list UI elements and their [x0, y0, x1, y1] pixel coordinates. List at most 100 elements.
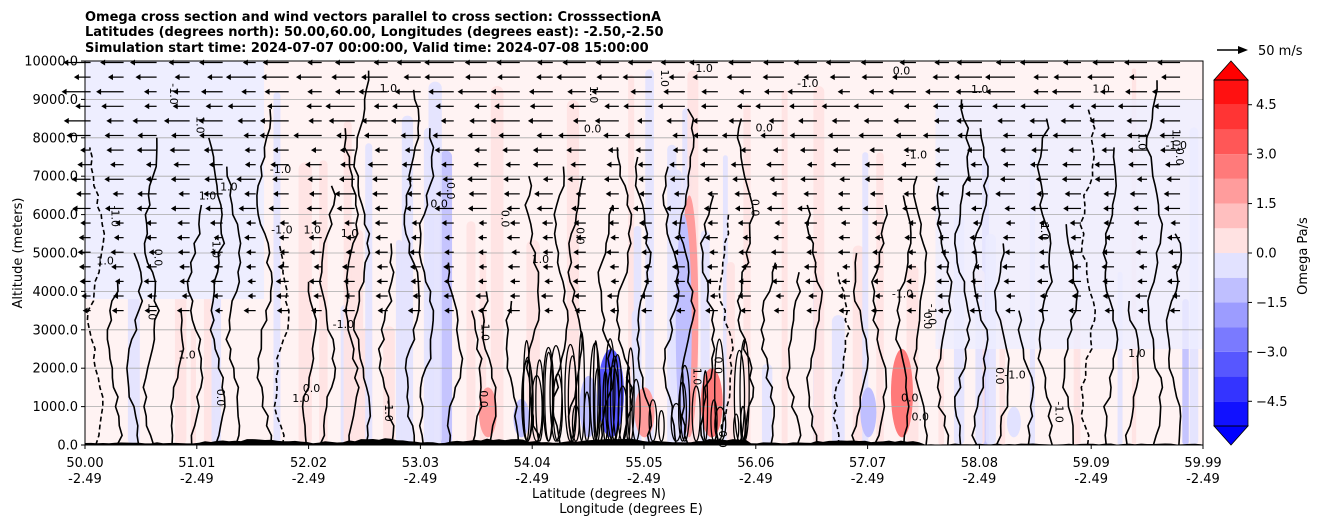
wind-vector-head [178, 190, 184, 197]
wind-vector-head [1127, 147, 1133, 154]
wind-vector-head [973, 293, 979, 300]
wind-vector-head [392, 103, 398, 110]
omega-stripe [781, 90, 788, 445]
wind-vector-head [1138, 263, 1144, 270]
wind-vector-head [663, 88, 669, 95]
contour-label: -1.0 [892, 287, 913, 300]
omega-stripe [365, 143, 373, 446]
colorbar-segment [1214, 80, 1248, 105]
contour-label: 1.0 [341, 227, 359, 240]
contour-label: 1.0 [587, 86, 600, 104]
title-line-2: Latitudes (degrees north): 50.00,60.00, … [85, 25, 664, 40]
wind-vector-head [72, 205, 78, 212]
wind-vector-head [1137, 278, 1143, 285]
colorbar-tick-label: 3.0 [1256, 148, 1277, 163]
omega-region-east [935, 99, 1203, 350]
wind-vector-head [432, 132, 438, 139]
wind-vector-head [771, 190, 777, 197]
wind-vector-head [424, 74, 430, 81]
wind-vector-head [343, 278, 349, 285]
wind-vector-head [177, 220, 183, 227]
wind-vector-head [769, 176, 775, 183]
wind-vector-head [673, 249, 679, 256]
wind-vector-head [638, 176, 644, 183]
wind-vector-head [798, 117, 804, 124]
wind-vector-head [542, 234, 548, 241]
wind-vector-head [1037, 307, 1043, 314]
wind-vector-head [509, 220, 515, 227]
wind-vector-head [259, 132, 265, 139]
wind-vector-head [176, 307, 182, 314]
wind-vector-head [135, 74, 141, 81]
wind-vector-head [502, 147, 508, 154]
wind-vector-head [1167, 278, 1173, 285]
omega-feature [675, 214, 692, 438]
wind-vector-head [334, 190, 340, 197]
omega-stripe [490, 85, 504, 445]
wind-vector-head [861, 74, 867, 81]
wind-vector-head [469, 117, 475, 124]
wind-vector-head [101, 103, 107, 110]
wind-vector-head [1167, 234, 1173, 241]
wind-vector-head [706, 263, 712, 270]
wind-vector-head [376, 278, 382, 285]
wind-vector-head [908, 293, 914, 300]
contour-line [352, 70, 372, 446]
wind-vector-head [922, 132, 928, 139]
wind-vector-head [208, 161, 214, 168]
wind-vector-head [63, 59, 69, 66]
wind-vector-head [740, 307, 746, 314]
wind-vector-head [591, 88, 597, 95]
wind-vector-head [310, 147, 316, 154]
wind-vector-head [1068, 147, 1074, 154]
contour-loop [567, 355, 578, 442]
wind-vector-head [1163, 190, 1169, 197]
wind-vector-head [475, 293, 481, 300]
wind-vector-head [308, 234, 314, 241]
wind-vector-head [478, 220, 484, 227]
wind-vector-head [536, 132, 542, 139]
wind-vector-head [361, 117, 367, 124]
wind-vector-head [77, 249, 83, 256]
contour-loop [670, 402, 682, 442]
wind-vector-head [973, 263, 979, 270]
wind-vector-head [1051, 88, 1057, 95]
wind-vector-head [969, 307, 975, 314]
contour-line [1165, 233, 1183, 446]
colorbar-segment [1214, 154, 1248, 179]
y-tick-label: 6000.0 [33, 208, 79, 223]
wind-vector-head [789, 132, 795, 139]
contour-label: -1.0 [1004, 368, 1025, 381]
wind-vector-head [490, 117, 496, 124]
contour-label: 0.0 [214, 389, 227, 407]
wind-vector-head [558, 132, 564, 139]
wind-vector-head [868, 88, 874, 95]
wind-vector-head [214, 307, 220, 314]
contour-line [481, 291, 497, 446]
wind-vector-head [925, 88, 931, 95]
wind-vector-head [409, 249, 415, 256]
wind-vector-head [803, 263, 809, 270]
wind-vector-head [762, 74, 768, 81]
wind-vector-head [443, 278, 449, 285]
contour-label: 1.0 [380, 82, 398, 95]
contour-label: 0.0 [151, 249, 164, 267]
wind-vector-head [1004, 205, 1010, 212]
wind-vector-head [1064, 190, 1070, 197]
wind-vector-head [608, 205, 614, 212]
colorbar-segment [1214, 302, 1248, 328]
contour-label: 0.0 [477, 390, 490, 408]
wind-vector-head [1101, 147, 1107, 154]
wind-vector-head [1039, 220, 1045, 227]
wind-vector-head [738, 249, 744, 256]
wind-vector-head [247, 278, 253, 285]
wind-vector-head [641, 249, 647, 256]
wind-vector-head [970, 278, 976, 285]
wind-vector-head [144, 307, 150, 314]
wind-vector-head [704, 234, 710, 241]
wind-vector-head [575, 234, 581, 241]
vector-key-label: 50 m/s [1258, 44, 1303, 59]
x-axis-label-latitude: Latitude (degrees N) [532, 487, 666, 502]
wind-vector-head [244, 161, 250, 168]
wind-vector-head [573, 263, 579, 270]
